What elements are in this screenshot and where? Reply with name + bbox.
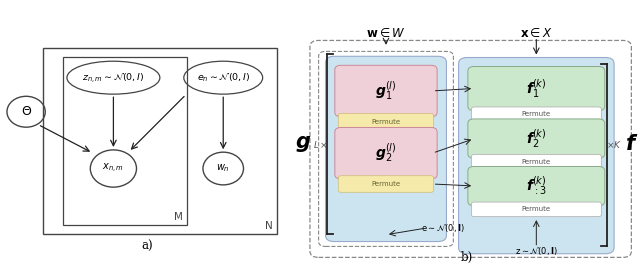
Text: $\boldsymbol{f}_2^{(k)}$: $\boldsymbol{f}_2^{(k)}$ [526, 127, 547, 150]
Text: Permute: Permute [522, 206, 551, 212]
Bar [63, 57, 187, 225]
Text: $L\times$: $L\times$ [313, 138, 328, 150]
FancyBboxPatch shape [335, 127, 437, 179]
FancyBboxPatch shape [339, 114, 434, 130]
FancyBboxPatch shape [339, 176, 434, 192]
Text: b): b) [461, 250, 474, 263]
FancyBboxPatch shape [471, 107, 602, 122]
Text: $\boldsymbol{f}_{:3}^{(k)}$: $\boldsymbol{f}_{:3}^{(k)}$ [526, 175, 547, 197]
Text: $\Theta$: $\Theta$ [20, 105, 31, 118]
Text: a): a) [141, 240, 153, 253]
Text: Permute: Permute [371, 181, 401, 187]
Text: Permute: Permute [522, 111, 551, 117]
Text: $e_n \sim \mathcal{N}(0, I)$: $e_n \sim \mathcal{N}(0, I)$ [196, 71, 250, 84]
Text: $z_{n,m} \sim \mathcal{N}(0, I)$: $z_{n,m} \sim \mathcal{N}(0, I)$ [82, 71, 145, 84]
Text: N: N [265, 221, 273, 231]
FancyBboxPatch shape [335, 65, 437, 117]
Text: $\times K$: $\times K$ [606, 138, 622, 150]
FancyBboxPatch shape [326, 56, 447, 242]
Text: $w_n$: $w_n$ [216, 163, 230, 175]
Bar [43, 48, 276, 234]
Text: $\boldsymbol{f}_1^{(k)}$: $\boldsymbol{f}_1^{(k)}$ [526, 77, 547, 100]
Text: $\boldsymbol{f}$: $\boldsymbol{f}$ [625, 134, 638, 154]
FancyBboxPatch shape [471, 155, 602, 169]
Text: M: M [173, 212, 182, 222]
Text: $\mathbf{w} \in W$: $\mathbf{w} \in W$ [366, 27, 406, 40]
Text: $\boldsymbol{g}$: $\boldsymbol{g}$ [295, 134, 311, 154]
Text: Permute: Permute [522, 159, 551, 165]
FancyBboxPatch shape [471, 202, 602, 217]
Text: $\mathrm{e} \sim \mathcal{N}(0,\mathbf{I})$: $\mathrm{e} \sim \mathcal{N}(0,\mathbf{I… [421, 222, 465, 234]
Text: $\boldsymbol{g}_1^{(l)}$: $\boldsymbol{g}_1^{(l)}$ [375, 80, 397, 102]
FancyBboxPatch shape [468, 66, 605, 111]
FancyBboxPatch shape [468, 166, 605, 206]
FancyBboxPatch shape [458, 58, 614, 254]
Text: $\mathbf{x} \in X$: $\mathbf{x} \in X$ [520, 27, 553, 40]
FancyBboxPatch shape [468, 119, 605, 158]
Text: $x_{n,m}$: $x_{n,m}$ [102, 162, 124, 175]
Text: $\mathrm{z} \sim \mathcal{N}(0,\mathbf{I})$: $\mathrm{z} \sim \mathcal{N}(0,\mathbf{I… [515, 245, 558, 257]
Text: $\boldsymbol{g}_2^{(l)}$: $\boldsymbol{g}_2^{(l)}$ [375, 142, 397, 164]
Text: Permute: Permute [371, 119, 401, 125]
